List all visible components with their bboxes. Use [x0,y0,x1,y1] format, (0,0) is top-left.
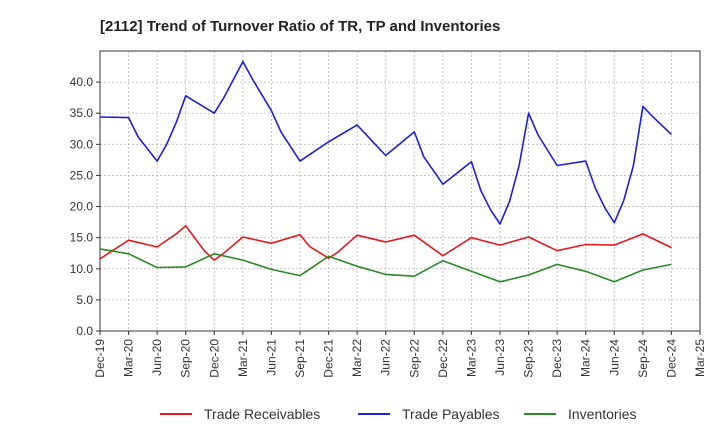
x-tick-label: Mar-20 [122,339,136,377]
series-line-trade-payables [99,60,672,225]
x-tick-label: Jun-22 [379,339,393,376]
x-tick-label: Mar-25 [693,339,707,377]
grid-lines [100,51,700,331]
plot-area [99,50,701,332]
series-line-trade-receivables [99,225,672,261]
y-tick-label: 30.0 [70,137,94,151]
x-tick-label: Sep-21 [293,339,307,378]
legend: Trade Receivables Trade Payables Inventori… [160,406,636,422]
x-tick-label: Dec-22 [436,339,450,378]
legend-label-inventories: Inventories [568,406,636,422]
y-tick-label: 35.0 [70,106,94,120]
y-tick-label: 10.0 [70,262,94,276]
x-tick-label: Dec-19 [93,339,107,378]
chart-title: [2112] Trend of Turnover Ratio of TR, TP… [100,18,500,35]
x-tick-label: Jun-23 [493,339,507,376]
x-tick-label: Jun-21 [264,339,278,376]
legend-label-trade-payables: Trade Payables [402,406,500,422]
series-lines [99,60,672,283]
series-line-inventories [99,248,672,283]
legend-label-trade-receivables: Trade Receivables [204,406,320,422]
x-tick-label: Dec-24 [664,339,678,378]
y-tick-label: 15.0 [70,231,94,245]
x-tick-label: Mar-21 [236,339,250,377]
y-tick-label: 40.0 [70,75,94,89]
y-tick-label: 5.0 [76,293,93,307]
x-axis: Dec-19 Mar-20 Jun-20 Sep-20 Dec-20 Mar-21 Jun-… [93,331,707,378]
x-tick-label: Sep-20 [179,339,193,378]
x-tick-label: Mar-22 [350,339,364,377]
x-tick-label: Mar-23 [464,339,478,377]
x-tick-label: Sep-23 [522,339,536,378]
x-tick-label: Jun-20 [150,339,164,376]
y-tick-label: 20.0 [70,200,94,214]
x-tick-label: Dec-23 [550,339,564,378]
x-tick-label: Sep-24 [636,339,650,378]
x-tick-label: Sep-22 [407,339,421,378]
x-tick-label: Dec-21 [322,339,336,378]
x-tick-label: Mar-24 [579,339,593,377]
y-tick-label: 25.0 [70,168,94,182]
y-tick-label: 0.0 [76,324,93,338]
y-axis: 0.0 5.0 10.0 15.0 20.0 25.0 30.0 35.0 40.0 [70,75,100,338]
x-tick-label: Jun-24 [607,339,621,376]
x-tick-label: Dec-20 [207,339,221,378]
